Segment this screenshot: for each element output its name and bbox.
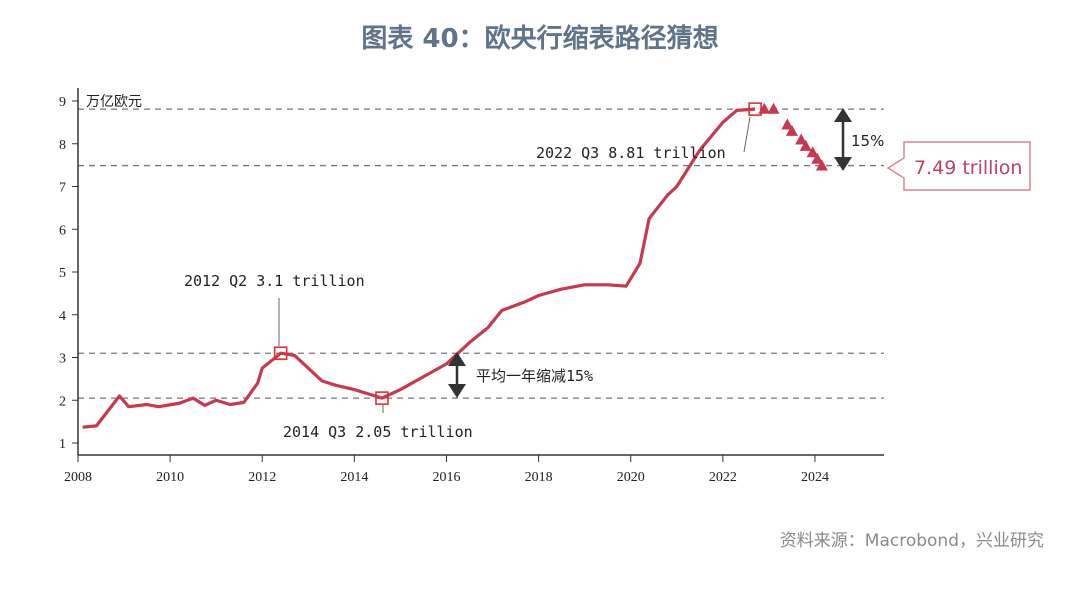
projection-marker: [767, 102, 780, 114]
y-tick-label: 6: [59, 223, 66, 238]
arrow-reduction-up-icon: [448, 352, 466, 366]
annotation-15pct: 15%: [851, 132, 884, 150]
y-axis-unit: 万亿欧元: [86, 94, 142, 110]
projection-marker: [811, 152, 824, 164]
peak-2022-marker: [748, 102, 762, 116]
projection-marker: [795, 133, 808, 145]
arrow-15pct-up-icon: [834, 108, 852, 122]
annotation-avg-reduction: 平均一年缩减15%: [476, 367, 593, 385]
x-tick-label: 2014: [340, 470, 368, 485]
annotation-2022: 2022 Q3 8.81 trillion: [536, 144, 726, 162]
y-tick-label: 9: [59, 95, 66, 110]
x-tick-label: 2020: [617, 470, 645, 485]
arrow-reduction-down-icon: [448, 384, 466, 398]
actual-line: [82, 107, 756, 429]
x-tick-label: 2024: [801, 470, 829, 485]
projection-marker: [806, 146, 819, 158]
y-tick-label: 7: [59, 181, 66, 196]
source-note: 资料来源：Macrobond，兴业研究: [779, 531, 1044, 551]
projection-marker: [799, 139, 812, 151]
projection-marker: [781, 118, 794, 130]
y-tick-label: 4: [59, 309, 66, 324]
annotation-2014: 2014 Q3 2.05 trillion: [283, 423, 473, 441]
x-tick-label: 2018: [525, 470, 553, 485]
y-tick-label: 1: [59, 437, 66, 452]
x-tick-label: 2010: [156, 470, 184, 485]
y-tick-label: 5: [59, 266, 66, 281]
callout-7-49-trillion: 7.49 trillion: [914, 157, 1022, 179]
callout-box: [886, 141, 1031, 191]
y-tick-label: 8: [59, 138, 66, 153]
projection-marker: [815, 159, 828, 171]
annotation-2012: 2012 Q2 3.1 trillion: [184, 272, 365, 290]
trough-2014-marker: [375, 391, 389, 405]
x-tick-label: 2022: [709, 470, 737, 485]
arrow-15pct-down-icon: [834, 157, 852, 171]
x-tick-label: 2016: [432, 470, 460, 485]
projection-marker: [785, 124, 798, 136]
y-tick-label: 3: [59, 352, 66, 367]
peak-2012-marker: [273, 346, 288, 361]
x-tick-label: 2012: [248, 470, 276, 485]
y-tick-label: 2: [59, 394, 66, 409]
chart-title: 图表 40：欧央行缩表路径猜想: [361, 24, 719, 54]
x-tick-label: 2008: [64, 470, 92, 485]
leader-line: [743, 116, 751, 153]
